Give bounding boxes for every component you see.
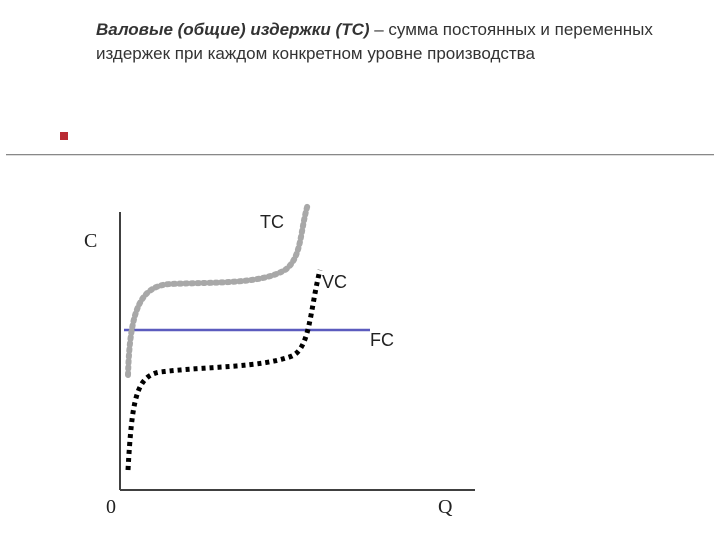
header-text: Валовые (общие) издержки (ТС) – сумма по… (96, 18, 680, 66)
bullet-icon (60, 132, 68, 140)
divider (6, 154, 714, 156)
header-bold: Валовые (общие) издержки (ТС) (96, 20, 370, 39)
vc-label: VC (322, 272, 347, 293)
y-axis-label: C (84, 230, 97, 253)
cost-curves-chart: C Q 0 TC VC FC (70, 200, 500, 510)
x-axis-label: Q (438, 496, 452, 519)
fc-label: FC (370, 330, 394, 351)
chart-svg (70, 200, 500, 510)
tc-label: TC (260, 212, 284, 233)
origin-label: 0 (106, 496, 116, 519)
